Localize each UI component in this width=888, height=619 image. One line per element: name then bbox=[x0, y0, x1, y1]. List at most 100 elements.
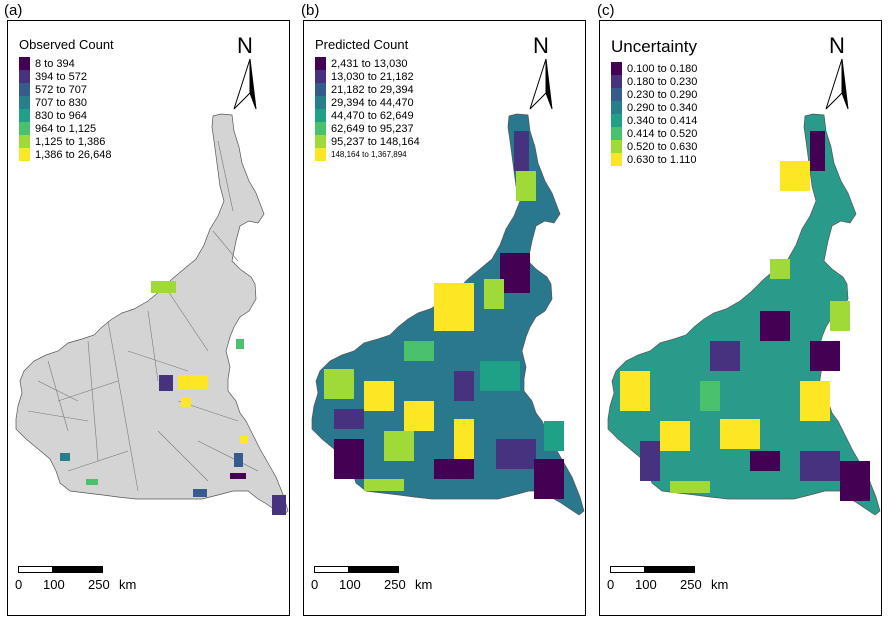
panel-letter-a: (a) bbox=[4, 2, 23, 19]
legend-swatch bbox=[315, 109, 326, 122]
scale-segment bbox=[314, 566, 349, 573]
map-predicted-count bbox=[311, 113, 585, 516]
legend-label: 394 to 572 bbox=[35, 70, 87, 83]
legend-label: 13,030 to 21,182 bbox=[331, 70, 414, 83]
legend-label: 0.340 to 0.414 bbox=[627, 114, 698, 127]
legend-item: 0.180 to 0.230 bbox=[611, 75, 697, 88]
legend-swatch bbox=[611, 114, 622, 127]
scale-segment bbox=[53, 566, 103, 573]
scale-segment bbox=[645, 566, 695, 573]
map-regions bbox=[324, 131, 564, 499]
legend-label: 8 to 394 bbox=[35, 57, 75, 70]
legend-item: 1,125 to 1,386 bbox=[19, 135, 114, 148]
legend-item: 0.290 to 0.340 bbox=[611, 101, 697, 114]
legend-label: 44,470 to 62,649 bbox=[331, 109, 414, 122]
legend-swatch bbox=[19, 148, 30, 161]
north-label: N bbox=[533, 33, 549, 58]
legend-swatch bbox=[315, 83, 326, 96]
legend-label: 707 to 830 bbox=[35, 96, 87, 109]
scale-segment bbox=[18, 566, 53, 573]
scale-bar: 0 100 250 km bbox=[607, 566, 740, 596]
legend-item: 0.230 to 0.290 bbox=[611, 88, 697, 101]
legend-swatch bbox=[315, 96, 326, 109]
legend-item: 572 to 707 bbox=[19, 83, 114, 96]
legend-label: 0.520 to 0.630 bbox=[627, 140, 698, 153]
legend-swatch bbox=[315, 148, 326, 161]
scale-segment bbox=[349, 566, 399, 573]
legend: Observed Count 8 to 394 394 to 572 572 t… bbox=[19, 37, 114, 161]
region bbox=[193, 489, 207, 497]
legend-swatch bbox=[315, 70, 326, 83]
legend-swatch bbox=[611, 88, 622, 101]
legend-item: 13,030 to 21,182 bbox=[315, 70, 420, 83]
panel-observed-count: Observed Count 8 to 394 394 to 572 572 t… bbox=[7, 20, 290, 616]
scale-unit: km bbox=[415, 577, 433, 592]
legend-item: 0.340 to 0.414 bbox=[611, 114, 697, 127]
scale-label: 0 bbox=[607, 577, 615, 592]
legend-item: 394 to 572 bbox=[19, 70, 114, 83]
legend-item: 8 to 394 bbox=[19, 57, 114, 70]
legend-title: Observed Count bbox=[19, 37, 114, 52]
map-regions bbox=[620, 131, 870, 501]
region bbox=[240, 436, 248, 444]
north-arrow: N bbox=[820, 35, 854, 117]
legend-label: 0.414 to 0.520 bbox=[627, 127, 698, 140]
legend-label: 0.630 to 1.110 bbox=[627, 153, 697, 166]
scale-label: 250 bbox=[384, 577, 406, 592]
legend-label: 0.230 to 0.290 bbox=[627, 88, 698, 101]
legend-item: 707 to 830 bbox=[19, 96, 114, 109]
legend-swatch bbox=[611, 62, 622, 75]
legend-item: 0.414 to 0.520 bbox=[611, 127, 697, 140]
scale-label: 100 bbox=[339, 577, 361, 592]
legend-swatch bbox=[611, 153, 622, 166]
legend-swatch bbox=[315, 122, 326, 135]
north-arrow: N bbox=[524, 35, 558, 117]
legend-label: 21,182 to 29,394 bbox=[331, 83, 414, 96]
legend-swatch bbox=[19, 109, 30, 122]
region bbox=[236, 339, 244, 349]
region bbox=[86, 479, 98, 485]
legend-swatch bbox=[611, 127, 622, 140]
legend-title: Uncertainty bbox=[611, 37, 697, 56]
legend-title: Predicted Count bbox=[315, 37, 409, 52]
legend-item: 0.100 to 0.180 bbox=[611, 62, 697, 75]
legend-swatch bbox=[611, 101, 622, 114]
legend-swatch bbox=[19, 70, 30, 83]
legend-swatch bbox=[611, 75, 622, 88]
north-label: N bbox=[237, 33, 253, 58]
legend-swatch bbox=[19, 122, 30, 135]
legend-label: 964 to 1,125 bbox=[35, 122, 97, 135]
scale-label: 250 bbox=[680, 577, 702, 592]
north-arrow-icon bbox=[825, 58, 849, 110]
legend-item: 44,470 to 62,649 bbox=[315, 109, 420, 122]
legend: Predicted Count 2,431 to 13,030 13,030 t… bbox=[315, 37, 420, 161]
scale-bar: 0 100 250 km bbox=[15, 566, 148, 596]
legend-item: 2,431 to 13,030 bbox=[315, 57, 420, 70]
scale-unit: km bbox=[119, 577, 137, 592]
scale-unit: km bbox=[711, 577, 729, 592]
scale-label: 0 bbox=[311, 577, 319, 592]
legend-swatch bbox=[19, 135, 30, 148]
north-arrow-icon bbox=[233, 58, 257, 110]
scale-label: 250 bbox=[88, 577, 110, 592]
legend-item: 21,182 to 29,394 bbox=[315, 83, 420, 96]
legend-item: 0.520 to 0.630 bbox=[611, 140, 697, 153]
legend: Uncertainty 0.100 to 0.180 0.180 to 0.23… bbox=[611, 37, 697, 166]
scale-bar: 0 100 250 km bbox=[311, 566, 444, 596]
legend-item: 964 to 1,125 bbox=[19, 122, 114, 135]
region bbox=[230, 473, 246, 479]
legend-swatch bbox=[19, 57, 30, 70]
scale-label: 100 bbox=[43, 577, 65, 592]
panel-letter-b: (b) bbox=[301, 2, 320, 19]
legend-swatch bbox=[19, 96, 30, 109]
legend-label: 0.100 to 0.180 bbox=[627, 62, 698, 75]
region bbox=[178, 375, 208, 389]
region bbox=[272, 495, 286, 515]
legend-label: 572 to 707 bbox=[35, 83, 87, 96]
legend-label: 0.290 to 0.340 bbox=[627, 101, 698, 114]
scale-label: 0 bbox=[15, 577, 23, 592]
legend-label: 0.180 to 0.230 bbox=[627, 75, 698, 88]
country-outline bbox=[15, 113, 289, 516]
region bbox=[151, 281, 176, 293]
north-arrow: N bbox=[228, 35, 262, 117]
